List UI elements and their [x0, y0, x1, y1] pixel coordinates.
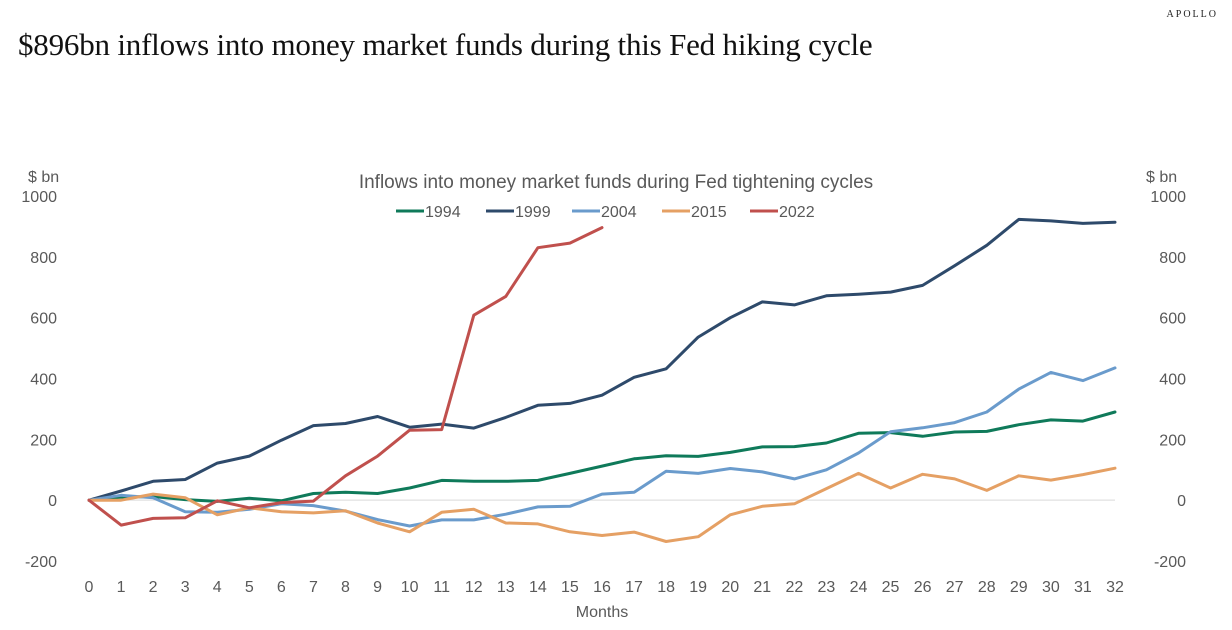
right-y-tick-label: -200	[1154, 554, 1186, 571]
x-tick-label: 14	[529, 579, 547, 596]
x-tick-label: 5	[245, 579, 254, 596]
legend-label-2004: 2004	[601, 204, 637, 221]
x-tick-label: 1	[117, 579, 126, 596]
right-y-tick-label: 0	[1177, 493, 1186, 510]
x-tick-label: 24	[850, 579, 868, 596]
x-tick-label: 26	[914, 579, 932, 596]
x-tick-label: 22	[785, 579, 803, 596]
x-tick-label: 4	[213, 579, 222, 596]
x-tick-label: 31	[1074, 579, 1092, 596]
x-tick-label: 9	[373, 579, 382, 596]
series-line-1994	[87, 410, 1117, 503]
x-tick-label: 0	[85, 579, 94, 596]
left-axis-ticks: -200 0 200 400 600 800 1000	[21, 189, 57, 571]
x-tick-label: 17	[625, 579, 643, 596]
x-tick-label: 3	[181, 579, 190, 596]
x-tick-label: 13	[497, 579, 515, 596]
x-tick-label: 23	[818, 579, 836, 596]
series-line-1999	[87, 217, 1117, 502]
x-tick-label: 12	[465, 579, 483, 596]
x-tick-label: 15	[561, 579, 579, 596]
brand-logo: APOLLO	[1166, 9, 1218, 20]
x-tick-label: 21	[753, 579, 771, 596]
right-axis-unit: $ bn	[1146, 169, 1177, 186]
legend-label-1994: 1994	[425, 204, 461, 221]
right-axis-ticks: -200 0 200 400 600 800 1000	[1150, 189, 1186, 571]
chart-title: Inflows into money market funds during F…	[359, 172, 873, 193]
x-tick-label: 32	[1106, 579, 1124, 596]
series-line-2015	[87, 466, 1117, 543]
x-tick-label: 6	[277, 579, 286, 596]
right-y-tick-label: 200	[1159, 432, 1186, 449]
x-tick-label: 10	[401, 579, 419, 596]
x-tick-label: 29	[1010, 579, 1028, 596]
x-tick-label: 20	[721, 579, 739, 596]
x-axis-ticks: 0 1 2 3 4 5 6 7 8 9 10 11 12 13 14 15 16 17 18 19 20 21 22 23 24…	[85, 579, 1124, 596]
page-headline: $896bn inflows into money market funds d…	[18, 27, 873, 62]
x-tick-label: 19	[689, 579, 707, 596]
left-y-tick-label: -200	[25, 554, 57, 571]
right-y-tick-label: 600	[1159, 311, 1186, 328]
x-axis-title: Months	[576, 604, 628, 621]
left-axis-unit: $ bn	[28, 169, 59, 186]
right-y-tick-label: 800	[1159, 250, 1186, 267]
series-group	[87, 217, 1117, 543]
left-y-tick-label: 400	[30, 372, 57, 389]
left-y-tick-label: 600	[30, 311, 57, 328]
legend-label-2022: 2022	[779, 204, 815, 221]
left-y-tick-label: 1000	[21, 189, 57, 206]
x-tick-label: 16	[593, 579, 611, 596]
series-line-2004	[87, 366, 1117, 528]
x-tick-label: 27	[946, 579, 964, 596]
x-tick-label: 28	[978, 579, 996, 596]
series-line-2022	[87, 226, 604, 527]
x-tick-label: 11	[433, 579, 450, 596]
left-y-tick-label: 0	[48, 493, 57, 510]
x-tick-label: 2	[149, 579, 158, 596]
x-tick-label: 30	[1042, 579, 1060, 596]
right-y-tick-label: 400	[1159, 372, 1186, 389]
x-tick-label: 7	[309, 579, 318, 596]
x-tick-label: 18	[657, 579, 675, 596]
legend: 1994 1999 2004 2015 2022	[396, 204, 815, 221]
left-y-tick-label: 800	[30, 250, 57, 267]
x-tick-label: 25	[882, 579, 900, 596]
right-y-tick-label: 1000	[1150, 189, 1186, 206]
legend-label-1999: 1999	[515, 204, 551, 221]
left-y-tick-label: 200	[30, 432, 57, 449]
x-tick-label: 8	[341, 579, 350, 596]
legend-label-2015: 2015	[691, 204, 727, 221]
